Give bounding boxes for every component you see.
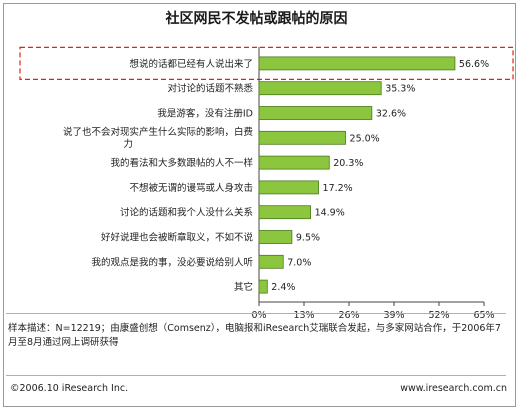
x-tick-label: 65% [473,310,494,321]
bar [258,230,293,244]
divider-top [6,313,506,314]
bar [258,130,346,145]
value-label: 20.3% [333,158,363,169]
category-label-line: 力 [123,138,133,150]
x-tick-label: 13% [293,310,314,321]
category-label: 我的看法和大多数跟帖的人不一样 [110,157,253,169]
bar [258,81,382,96]
bar [258,56,456,71]
copyright: ©2006.10 iResearch Inc. [10,383,129,394]
category-label-line: 不想被无谓的谩骂或人身攻击 [129,182,253,194]
sample-note: 样本描述：N=12219；由康盛创想（Comsenz），电脑报和iResearc… [8,323,501,348]
value-label: 2.4% [271,282,295,293]
category-label: 说了也不会对现实产生什么实际的影响，白费力 [63,126,253,150]
category-label-line: 说了也不会对现实产生什么实际的影响，白费 [63,126,253,138]
category-label-line: 讨论的话题和我个人没什么关系 [120,207,253,219]
website-link[interactable]: www.iresearch.com.cn [400,383,507,394]
category-label: 对讨论的话题不熟悉 [167,83,253,95]
bar [258,180,319,195]
category-label-line: 我的看法和大多数跟帖的人不一样 [110,157,253,169]
value-label: 25.0% [350,133,380,144]
category-label-line: 我的观点是我的事，没必要说给别人听 [91,256,253,268]
value-label: 35.3% [385,84,415,95]
category-label: 想说的话都已经有人说出来了 [129,58,253,70]
category-label-line: 对讨论的话题不熟悉 [167,83,253,95]
category-label-line: 好好说理也会被断章取义，不如不说 [101,232,254,244]
bar [258,205,311,220]
highlight-box [19,46,514,81]
category-label-line: 其它 [234,281,253,293]
bar [258,106,373,120]
bar [258,155,330,170]
x-tick-label: 26% [338,310,359,321]
value-label: 56.6% [459,59,489,70]
value-label: 9.5% [296,233,320,244]
x-tick-label: 39% [383,310,404,321]
value-label: 32.6% [376,109,406,120]
x-tick-label: 0% [251,310,266,321]
category-label: 我的观点是我的事，没必要说给别人听 [91,256,253,268]
category-label-line: 我是游客，没有注册ID [157,108,253,120]
category-label: 其它 [234,281,253,293]
bar [258,279,268,294]
category-label: 讨论的话题和我个人没什么关系 [120,207,253,219]
chart-title: 社区网民不发帖或跟帖的原因 [165,11,348,27]
category-label-line: 想说的话都已经有人说出来了 [129,58,253,70]
category-label: 我是游客，没有注册ID [157,108,253,120]
divider-bottom [6,375,506,376]
bar [258,254,284,269]
value-label: 14.9% [315,208,345,219]
category-label: 好好说理也会被断章取义，不如不说 [101,232,254,244]
category-label: 不想被无谓的谩骂或人身攻击 [129,182,253,194]
value-label: 17.2% [323,183,353,194]
value-label: 7.0% [287,257,311,268]
x-tick-label: 52% [428,310,449,321]
